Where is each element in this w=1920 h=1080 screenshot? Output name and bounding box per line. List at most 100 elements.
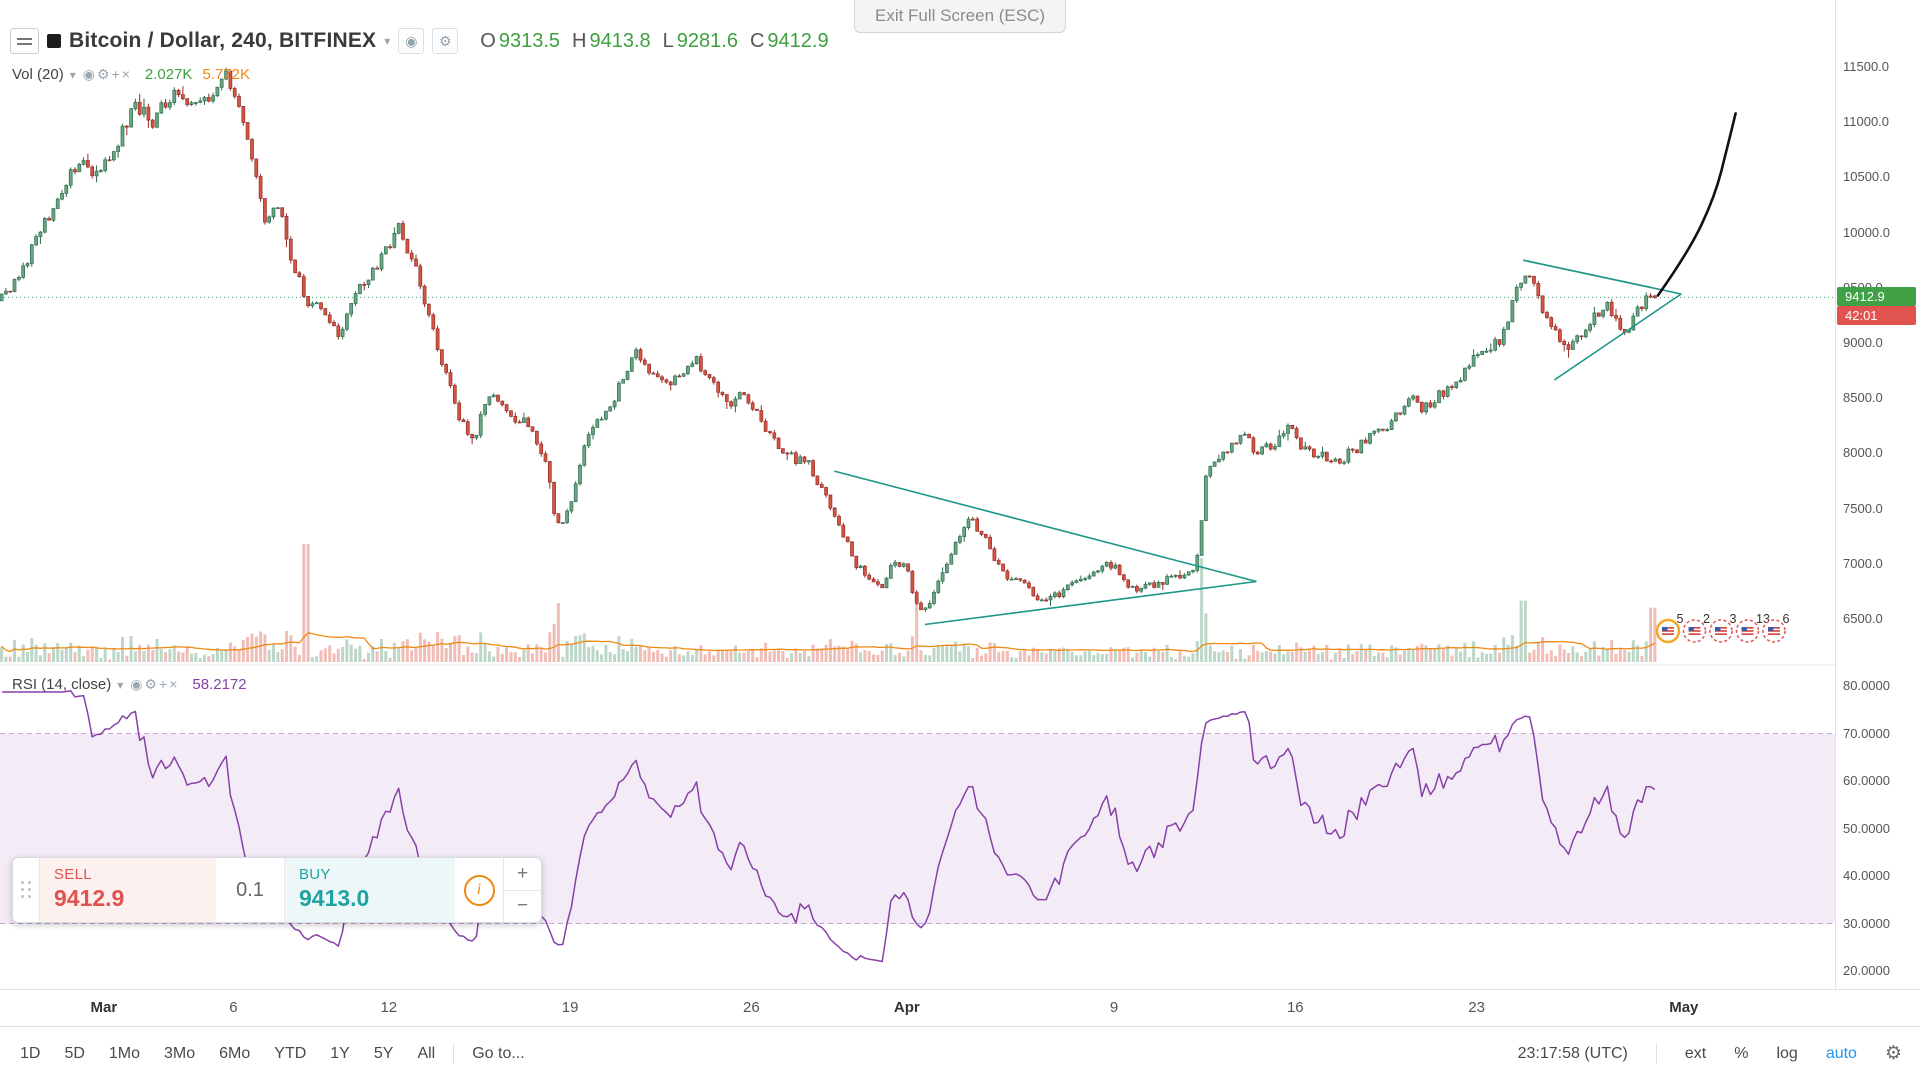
add-icon[interactable]: + <box>111 66 120 82</box>
price-axis[interactable]: 11500.011000.010500.010000.09500.09000.0… <box>1835 0 1920 1026</box>
layout-icon[interactable] <box>10 28 39 54</box>
range-button-6mo[interactable]: 6Mo <box>219 1044 251 1062</box>
price-axis-label: 6500.0 <box>1843 611 1883 626</box>
auto-scale-toggle[interactable]: auto <box>1825 1044 1857 1062</box>
close-value: 9412.9 <box>767 29 829 52</box>
ohlc-values: O 9313.5 H 9413.8 L 9281.6 C 9412.9 <box>480 30 828 53</box>
price-axis-label: 7000.0 <box>1843 555 1883 571</box>
high-label: H <box>572 29 587 52</box>
event-flag-icon[interactable]: 13 <box>1735 612 1770 643</box>
exit-fullscreen-tooltip: Exit Full Screen (ESC) <box>853 0 1067 33</box>
event-flag-icon[interactable]: 5 <box>1655 612 1684 644</box>
svg-text:3: 3 <box>1730 612 1737 626</box>
rsi-axis-label: 40.0000 <box>1843 868 1890 883</box>
chevron-down-icon[interactable]: ▾ <box>69 67 76 82</box>
ext-hours-toggle[interactable]: ext <box>1684 1044 1707 1062</box>
rsi-axis-label: 50.0000 <box>1843 820 1890 836</box>
open-value: 9313.5 <box>498 29 561 52</box>
add-icon[interactable]: + <box>159 676 168 692</box>
rsi-axis-label: 70.0000 <box>1843 725 1890 741</box>
close-icon[interactable]: × <box>121 66 130 82</box>
eye-icon[interactable]: ◉ <box>82 66 95 82</box>
buy-button[interactable]: BUY 9413.0 <box>285 858 455 922</box>
event-flag-icon[interactable]: 3 <box>1709 612 1737 643</box>
price-axis-label: 11500.0 <box>1843 59 1890 74</box>
rsi-indicator-legend: RSI (14, close) ▾ ◉ ⚙ + × 58.2172 <box>12 676 247 693</box>
info-icon[interactable]: i <box>463 874 495 906</box>
clock[interactable]: 23:17:58 (UTC) <box>1517 1044 1628 1062</box>
time-axis-label: Mar <box>90 999 118 1016</box>
price-axis-label: 10000.0 <box>1843 224 1890 240</box>
trendline-drawing <box>1523 259 1682 295</box>
range-button-3mo[interactable]: 3Mo <box>164 1044 196 1062</box>
range-button-1d[interactable]: 1D <box>20 1044 41 1062</box>
range-button-5d[interactable]: 5D <box>64 1044 85 1062</box>
range-button-1y[interactable]: 1Y <box>330 1044 350 1062</box>
trendline-drawing <box>1553 293 1682 381</box>
drag-handle[interactable] <box>13 858 40 922</box>
freehand-arrow-drawing <box>1656 112 1737 297</box>
rsi-indicator-label[interactable]: RSI (14, close) <box>12 676 112 693</box>
eye-icon[interactable]: ◉ <box>130 676 143 692</box>
quantity-field[interactable]: 0.1 <box>216 858 285 922</box>
sell-price: 9412.9 <box>54 885 125 911</box>
sell-button[interactable]: SELL 9412.9 <box>40 858 216 922</box>
volume-value-2: 5.772K <box>202 66 250 83</box>
buy-price: 9413.0 <box>299 885 370 911</box>
gear-icon[interactable]: ⚙ <box>432 28 459 54</box>
eye-icon[interactable]: ◉ <box>398 28 425 54</box>
gear-icon[interactable]: ⚙ <box>96 66 110 82</box>
symbol-title[interactable]: Bitcoin / Dollar, 240, BITFINEX <box>69 29 377 52</box>
range-button-5y[interactable]: 5Y <box>373 1044 394 1062</box>
current-price-badge: 9412.9 <box>1837 287 1916 307</box>
indicator-actions: ◉ ⚙ + × <box>129 676 178 693</box>
event-flag-icon[interactable]: 6 <box>1762 612 1790 643</box>
time-axis-label: 23 <box>1468 999 1485 1016</box>
range-button-all[interactable]: All <box>417 1044 436 1062</box>
volume-indicator-label[interactable]: Vol (20) <box>12 66 64 83</box>
decrease-quantity-button[interactable]: − <box>516 895 529 917</box>
time-axis-label: 9 <box>1109 999 1119 1016</box>
volume-indicator-legend: Vol (20) ▾ ◉ ⚙ + × 2.027K 5.772K <box>12 66 250 83</box>
svg-text:5: 5 <box>1677 612 1684 626</box>
range-button-1mo[interactable]: 1Mo <box>108 1044 141 1062</box>
volume-ma-line <box>1 631 1656 653</box>
rsi-axis-label: 30.0000 <box>1843 915 1890 931</box>
close-icon[interactable]: × <box>169 676 178 692</box>
buy-label: BUY <box>299 866 331 883</box>
increase-quantity-button[interactable]: + <box>504 858 541 891</box>
indicator-actions: ◉ ⚙ + × <box>82 66 131 83</box>
time-axis-label: May <box>1669 999 1699 1016</box>
divider <box>1655 1043 1657 1064</box>
gear-icon[interactable]: ⚙ <box>1884 1043 1902 1064</box>
chevron-down-icon[interactable]: ▾ <box>117 677 124 692</box>
gear-icon[interactable]: ⚙ <box>144 676 158 692</box>
trendline-drawing <box>924 580 1257 626</box>
time-axis-label: 16 <box>1286 999 1304 1016</box>
chart-canvas[interactable]: 5 2 3 13 <box>0 0 1835 989</box>
log-scale-toggle[interactable]: log <box>1776 1044 1798 1062</box>
quantity-stepper: + − <box>503 858 541 922</box>
chevron-down-icon[interactable]: ▾ <box>384 34 391 48</box>
close-label: C <box>749 29 765 52</box>
price-axis-label: 7500.0 <box>1843 500 1883 516</box>
range-button-ytd[interactable]: YTD <box>274 1044 307 1062</box>
time-axis[interactable]: Mar 6 12 19 26 Apr 9 16 23 May <box>0 989 1920 1027</box>
svg-text:2: 2 <box>1703 612 1710 626</box>
rsi-value: 58.2172 <box>192 676 247 693</box>
price-axis-label: 9000.0 <box>1843 335 1883 350</box>
open-label: O <box>480 29 496 52</box>
percent-scale-toggle[interactable]: % <box>1734 1044 1749 1062</box>
bar-countdown-badge: 42:01 <box>1837 306 1916 326</box>
time-axis-label: 12 <box>380 999 398 1016</box>
order-info: i <box>455 858 503 922</box>
time-axis-label: 6 <box>229 999 238 1016</box>
time-axis-label: Apr <box>893 999 920 1016</box>
rsi-axis-label: 80.0000 <box>1843 678 1890 693</box>
goto-button[interactable]: Go to... <box>472 1044 525 1062</box>
event-flag-icon[interactable]: 2 <box>1682 612 1711 643</box>
sell-label: SELL <box>54 866 92 883</box>
volume-value-1: 2.027K <box>144 66 193 83</box>
low-value: 9281.6 <box>676 29 738 52</box>
